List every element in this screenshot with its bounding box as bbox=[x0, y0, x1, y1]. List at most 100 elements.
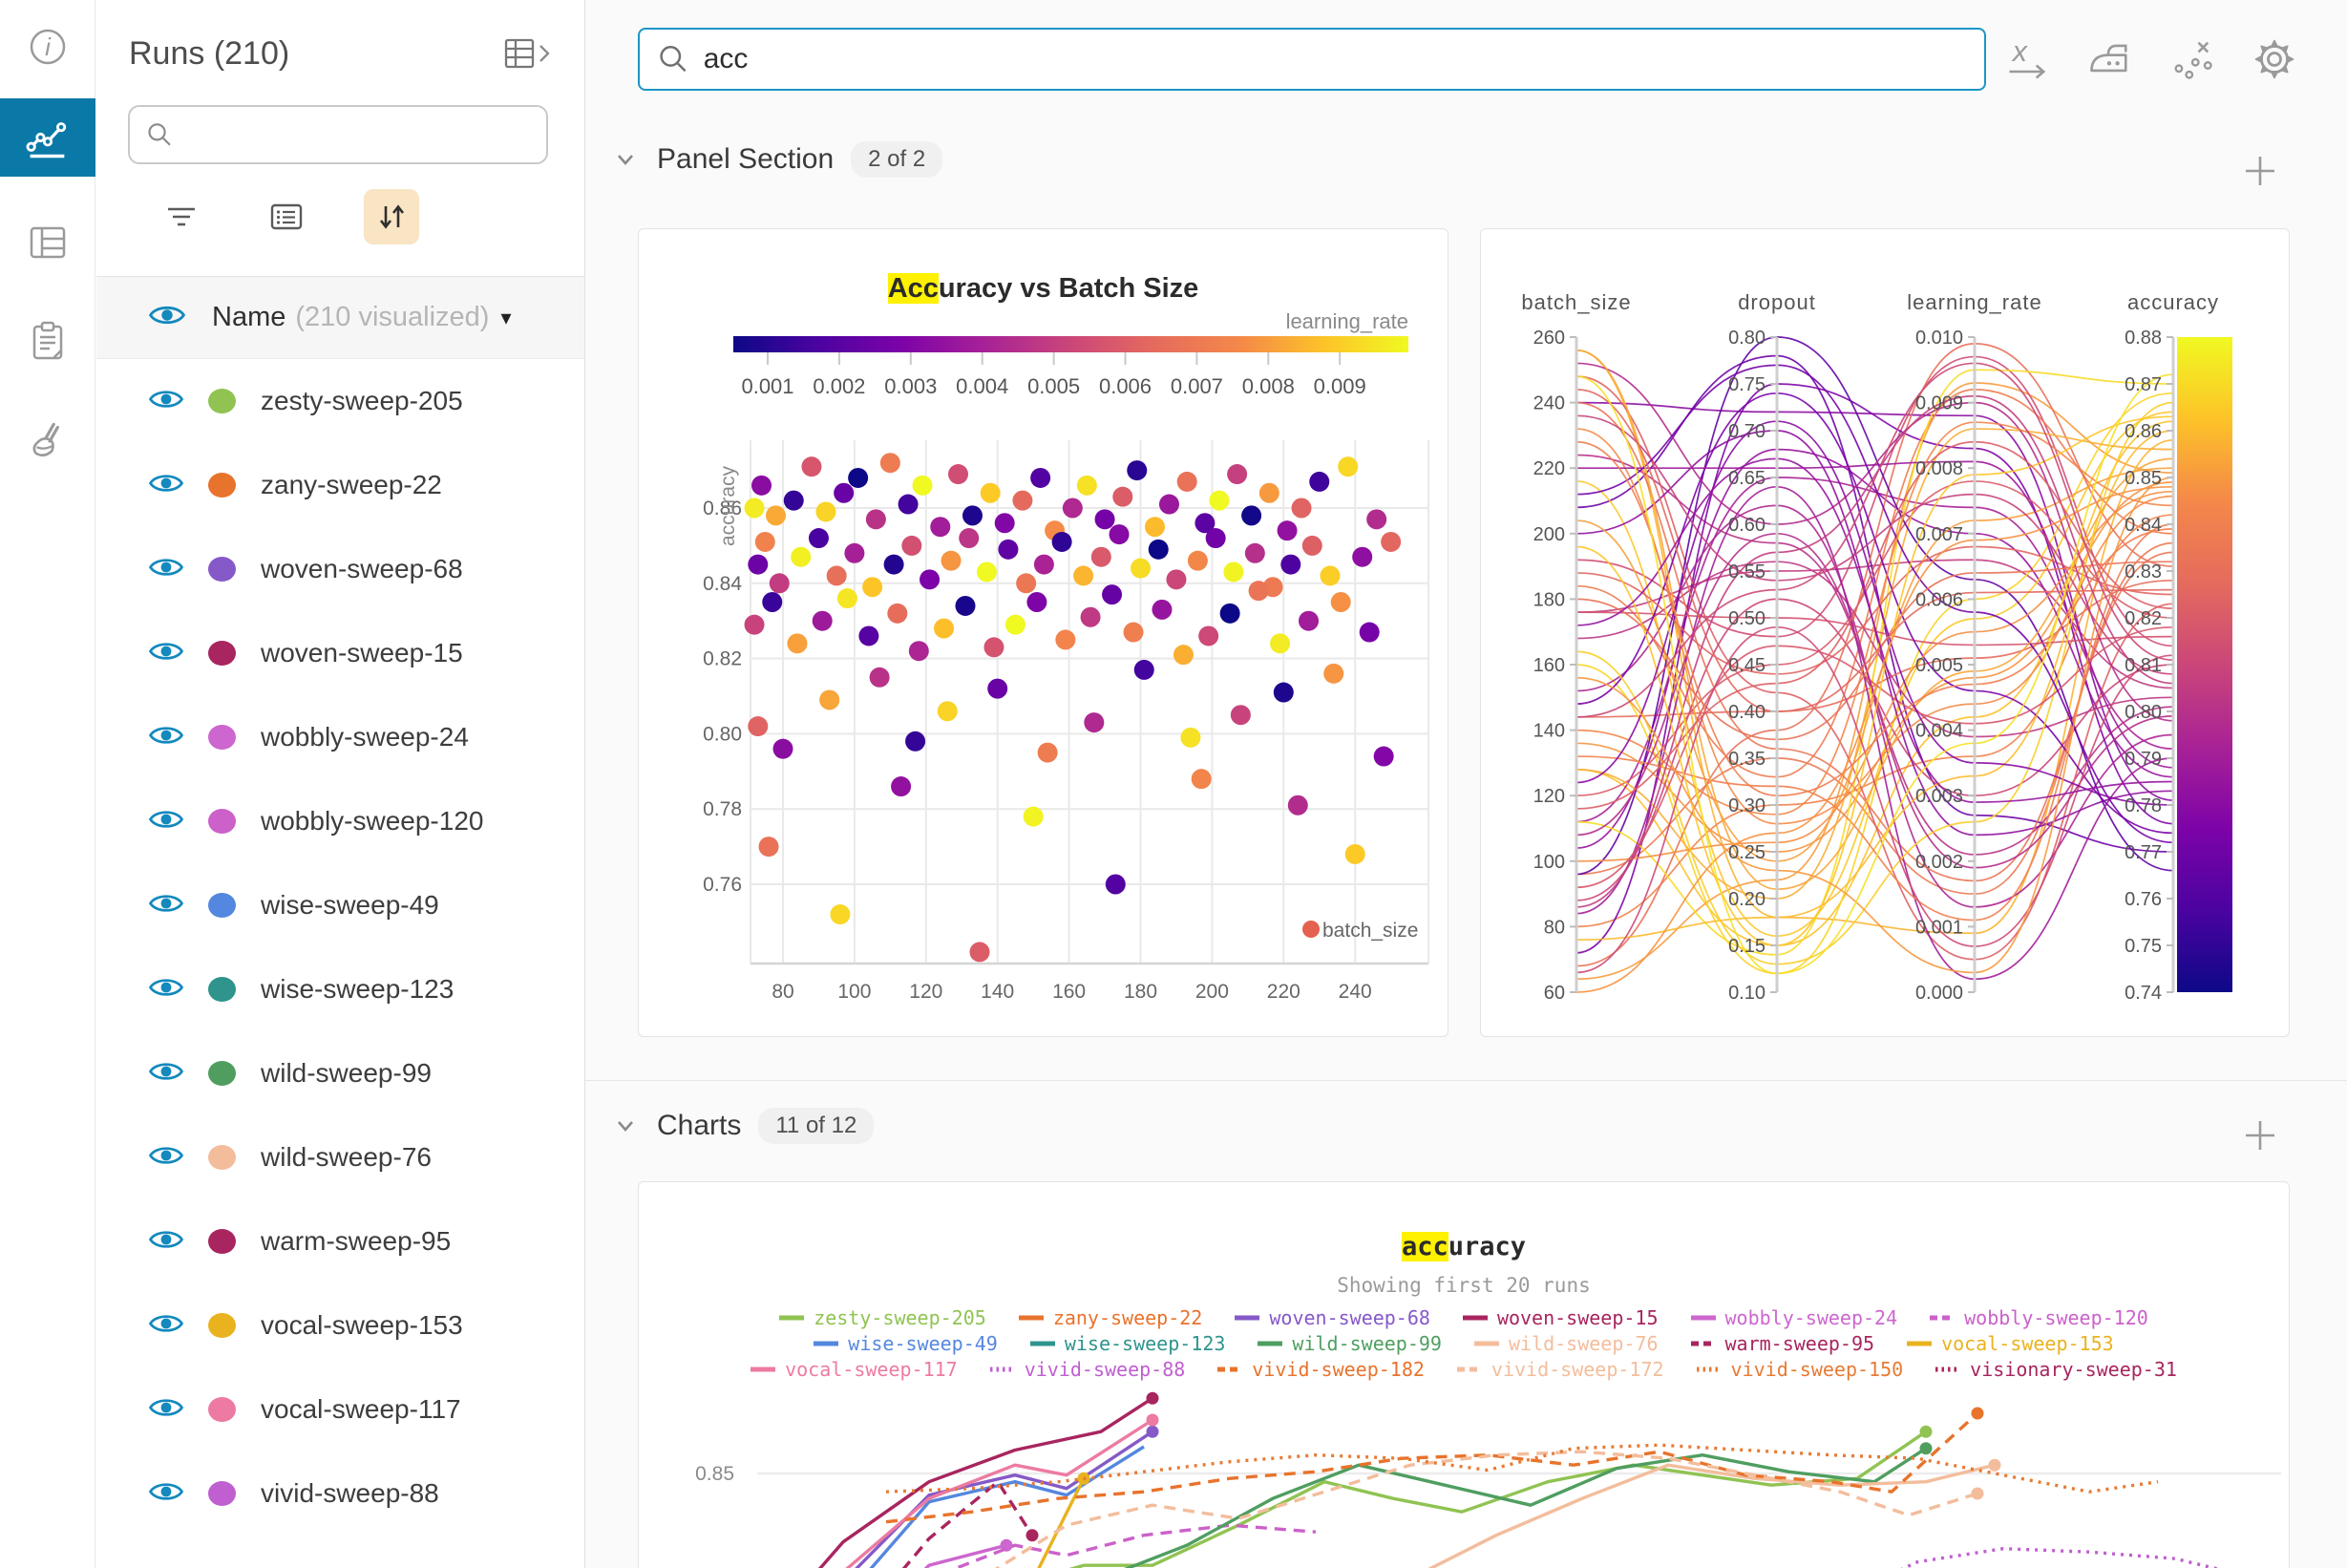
add-chart-button[interactable] bbox=[2240, 1115, 2280, 1160]
visibility-eye-icon[interactable] bbox=[148, 1311, 184, 1341]
legend-item[interactable]: vocal-sweep-117 bbox=[751, 1358, 958, 1381]
smoothing-button[interactable] bbox=[2085, 34, 2135, 84]
legend-item[interactable]: vivid-sweep-88 bbox=[989, 1358, 1185, 1381]
run-name[interactable]: zesty-sweep-205 bbox=[261, 386, 463, 415]
run-row[interactable]: zany-sweep-22 bbox=[96, 443, 584, 527]
visibility-eye-icon[interactable] bbox=[148, 471, 184, 500]
run-name[interactable]: zany-sweep-22 bbox=[261, 470, 442, 499]
run-row[interactable]: wobbly-sweep-120 bbox=[96, 779, 584, 863]
run-name[interactable]: wobbly-sweep-24 bbox=[261, 722, 469, 752]
panel-search-box[interactable] bbox=[638, 28, 1986, 91]
run-row[interactable]: vivid-sweep-88 bbox=[96, 1451, 584, 1536]
legend-item[interactable]: zany-sweep-22 bbox=[1018, 1306, 1202, 1329]
group-runs-button[interactable] bbox=[259, 189, 314, 244]
run-row[interactable]: wild-sweep-99 bbox=[96, 1031, 584, 1115]
run-name[interactable]: warm-sweep-95 bbox=[261, 1226, 452, 1256]
accuracy-line-panel[interactable]: accuracy Showing first 20 runs zesty-swe… bbox=[638, 1181, 2290, 1568]
legend-item[interactable]: vocal-sweep-153 bbox=[1907, 1332, 2114, 1355]
run-row[interactable]: warm-sweep-95 bbox=[96, 1199, 584, 1283]
run-name[interactable]: vocal-sweep-117 bbox=[261, 1394, 461, 1424]
legend-swatch bbox=[1930, 1315, 1956, 1321]
run-row[interactable]: zesty-sweep-205 bbox=[96, 359, 584, 443]
visibility-eye-icon[interactable] bbox=[148, 639, 184, 668]
visibility-eye-icon[interactable] bbox=[148, 1479, 184, 1509]
visibility-eye-icon[interactable] bbox=[148, 555, 184, 584]
run-color-dot bbox=[208, 1061, 236, 1086]
visibility-eye-icon[interactable] bbox=[148, 891, 184, 921]
run-row[interactable]: woven-sweep-68 bbox=[96, 527, 584, 611]
legend-item[interactable]: zesty-sweep-205 bbox=[779, 1306, 986, 1329]
x-axis-settings-button[interactable]: x bbox=[2003, 34, 2053, 84]
run-row[interactable]: wild-sweep-76 bbox=[96, 1115, 584, 1199]
info-icon[interactable]: i bbox=[0, 8, 95, 86]
legend-item[interactable]: visionary-sweep-31 bbox=[1935, 1358, 2177, 1381]
legend-item[interactable]: wild-sweep-99 bbox=[1258, 1332, 1442, 1355]
visibility-eye-icon[interactable] bbox=[148, 975, 184, 1005]
run-name[interactable]: wise-sweep-49 bbox=[261, 890, 439, 920]
visibility-eye-icon[interactable] bbox=[148, 1143, 184, 1173]
svg-text:140: 140 bbox=[1533, 721, 1565, 742]
visibility-eye-icon[interactable] bbox=[148, 387, 184, 416]
section-title[interactable]: Charts bbox=[657, 1110, 742, 1141]
legend-item[interactable]: vivid-sweep-150 bbox=[1696, 1358, 1903, 1381]
run-row[interactable]: vocal-sweep-117 bbox=[96, 1367, 584, 1451]
filter-runs-button[interactable] bbox=[154, 189, 209, 244]
svg-text:240: 240 bbox=[1339, 981, 1372, 1003]
run-name[interactable]: vivid-sweep-88 bbox=[261, 1478, 439, 1508]
run-row[interactable]: woven-sweep-15 bbox=[96, 611, 584, 695]
run-row[interactable]: wise-sweep-49 bbox=[96, 863, 584, 947]
visibility-eye-icon[interactable] bbox=[148, 723, 184, 752]
svg-text:0.84: 0.84 bbox=[2125, 515, 2162, 536]
run-name[interactable]: wild-sweep-76 bbox=[261, 1142, 432, 1172]
caret-down-icon[interactable]: ▾ bbox=[500, 305, 512, 329]
run-name[interactable]: wild-sweep-99 bbox=[261, 1058, 432, 1088]
search-icon bbox=[148, 123, 171, 146]
legend-item[interactable]: vivid-sweep-172 bbox=[1456, 1358, 1664, 1381]
sidebar-item-tables[interactable] bbox=[0, 203, 95, 282]
section-title[interactable]: Panel Section bbox=[657, 143, 835, 175]
sidebar-item-sweeps[interactable] bbox=[0, 401, 95, 479]
runs-search-input[interactable] bbox=[185, 119, 531, 150]
legend-item[interactable]: wise-sweep-123 bbox=[1029, 1332, 1225, 1355]
legend-item[interactable]: wise-sweep-49 bbox=[814, 1332, 998, 1355]
legend-item[interactable]: vivid-sweep-182 bbox=[1217, 1358, 1425, 1381]
add-panel-button[interactable] bbox=[2240, 151, 2280, 196]
runs-search-box[interactable] bbox=[128, 105, 548, 164]
visibility-eye-icon[interactable] bbox=[148, 807, 184, 837]
legend-item[interactable]: wobbly-sweep-120 bbox=[1930, 1306, 2148, 1329]
panel-search-input[interactable] bbox=[703, 43, 1967, 75]
run-row[interactable]: vocal-sweep-153 bbox=[96, 1283, 584, 1367]
chevron-down-icon[interactable] bbox=[611, 1112, 640, 1140]
outliers-button[interactable] bbox=[2167, 34, 2217, 84]
scatter-panel[interactable]: Accuracy vs Batch Size learning_rate 0.00… bbox=[638, 228, 1448, 1037]
run-name[interactable]: vocal-sweep-153 bbox=[261, 1310, 463, 1340]
run-name[interactable]: woven-sweep-68 bbox=[261, 554, 463, 583]
legend-item[interactable]: wobbly-sweep-24 bbox=[1690, 1306, 1897, 1329]
run-name[interactable]: wobbly-sweep-120 bbox=[261, 806, 484, 836]
sidebar-item-notes[interactable] bbox=[0, 302, 95, 380]
sort-runs-button[interactable] bbox=[364, 189, 419, 244]
parallel-coordinates-panel[interactable]: batch_size 60 80 100 120 140 160 180 200 220 240 26… bbox=[1480, 228, 2290, 1037]
settings-button[interactable] bbox=[2250, 34, 2299, 84]
legend-item[interactable]: woven-sweep-15 bbox=[1462, 1306, 1659, 1329]
run-name[interactable]: woven-sweep-15 bbox=[261, 638, 463, 667]
scatter-chart: learning_rate 0.001 0.002 0.003 0.004 0.005 0.… bbox=[703, 309, 1429, 1003]
run-name[interactable]: wise-sweep-123 bbox=[261, 974, 455, 1004]
chevron-down-icon[interactable] bbox=[611, 145, 640, 174]
runs-name-header[interactable]: Name (210 visualized) ▾ bbox=[96, 277, 584, 359]
legend-item[interactable]: wild-sweep-76 bbox=[1473, 1332, 1659, 1355]
legend-item[interactable]: warm-sweep-95 bbox=[1690, 1332, 1874, 1355]
visibility-eye-icon[interactable] bbox=[148, 1395, 184, 1425]
svg-text:0.003: 0.003 bbox=[1915, 786, 1963, 807]
runs-table-expand-button[interactable] bbox=[502, 34, 556, 73]
visibility-eye-icon[interactable] bbox=[148, 1059, 184, 1089]
accuracy-line-chart: 0.85 bbox=[695, 1391, 2281, 1568]
run-row[interactable]: wobbly-sweep-24 bbox=[96, 695, 584, 779]
visibility-eye-icon[interactable] bbox=[148, 1227, 184, 1257]
run-row[interactable]: wise-sweep-123 bbox=[96, 947, 584, 1031]
visibility-all-eye-icon[interactable] bbox=[148, 302, 186, 333]
sidebar-item-workspace[interactable] bbox=[0, 98, 95, 177]
svg-text:0.30: 0.30 bbox=[1728, 795, 1766, 816]
legend-item[interactable]: woven-sweep-68 bbox=[1235, 1306, 1430, 1329]
svg-text:0.87: 0.87 bbox=[2125, 374, 2162, 395]
